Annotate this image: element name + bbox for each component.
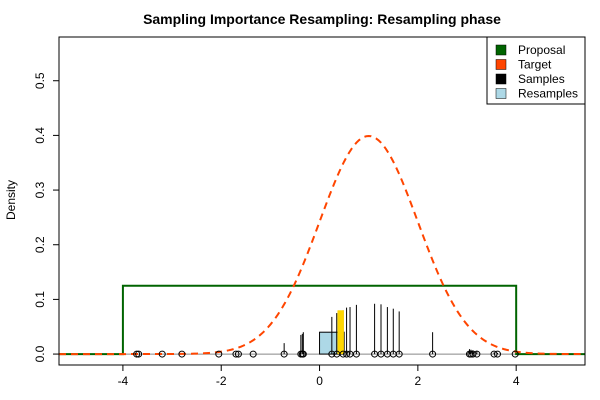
sample-point-11 (299, 350, 307, 358)
y-axis-label: Density (4, 180, 18, 220)
sample-point-22 (395, 350, 403, 358)
axes: -4 -2 0 2 4 0.0 0.1 0.2 0.3 0.4 0.5 (33, 72, 520, 388)
chart-title: Sampling Importance Resampling: Resampli… (143, 11, 501, 27)
legend-swatch-3 (495, 88, 507, 99)
y-tick-label-4: 0.4 (33, 127, 47, 144)
sample-point-28 (490, 350, 498, 358)
y-tick-label-3: 0.3 (33, 181, 47, 198)
sample-point-27 (473, 350, 481, 358)
sample-point-2 (158, 350, 166, 358)
sample-point-23 (429, 350, 437, 358)
legend-swatch-1 (495, 59, 507, 70)
sample-point-15 (343, 350, 351, 358)
legend-swatch-2 (495, 73, 507, 85)
sample-point-8 (280, 350, 288, 358)
legend-label-3: Resamples (518, 87, 578, 101)
x-tick-label-3: 2 (415, 374, 422, 388)
sample-point-30 (511, 350, 519, 358)
plot-border (58, 36, 586, 366)
sample-point-6 (234, 350, 242, 358)
sample-point-4 (215, 350, 223, 358)
y-tick-label-2: 0.2 (33, 236, 47, 253)
sample-point-12 (328, 350, 336, 358)
sample-point-29 (493, 350, 501, 358)
sample-point-5 (232, 350, 240, 358)
x-tick-label-4: 4 (513, 374, 520, 388)
plot-clip-group (59, 134, 585, 358)
x-tick-label-1: -2 (216, 374, 227, 388)
sample-point-26 (469, 350, 477, 358)
legend-label-0: Proposal (518, 43, 565, 57)
legend-label-1: Target (518, 58, 552, 72)
x-tick-label-2: 0 (316, 374, 323, 388)
sample-point-14 (339, 350, 347, 358)
target-line (59, 134, 585, 356)
y-tick-label-5: 0.5 (33, 72, 47, 89)
legend-label-2: Samples (518, 72, 565, 86)
sample-point-17 (352, 350, 360, 358)
plot-area (59, 134, 585, 358)
sample-point-0 (133, 350, 141, 358)
sample-point-7 (249, 350, 257, 358)
y-tick-label-0: 0.0 (33, 345, 47, 362)
y-tick-label-1: 0.1 (33, 291, 47, 308)
sample-point-1 (135, 350, 143, 358)
x-tick-label-0: -4 (118, 374, 129, 388)
sample-point-3 (178, 350, 186, 358)
legend-swatch-0 (495, 44, 507, 56)
